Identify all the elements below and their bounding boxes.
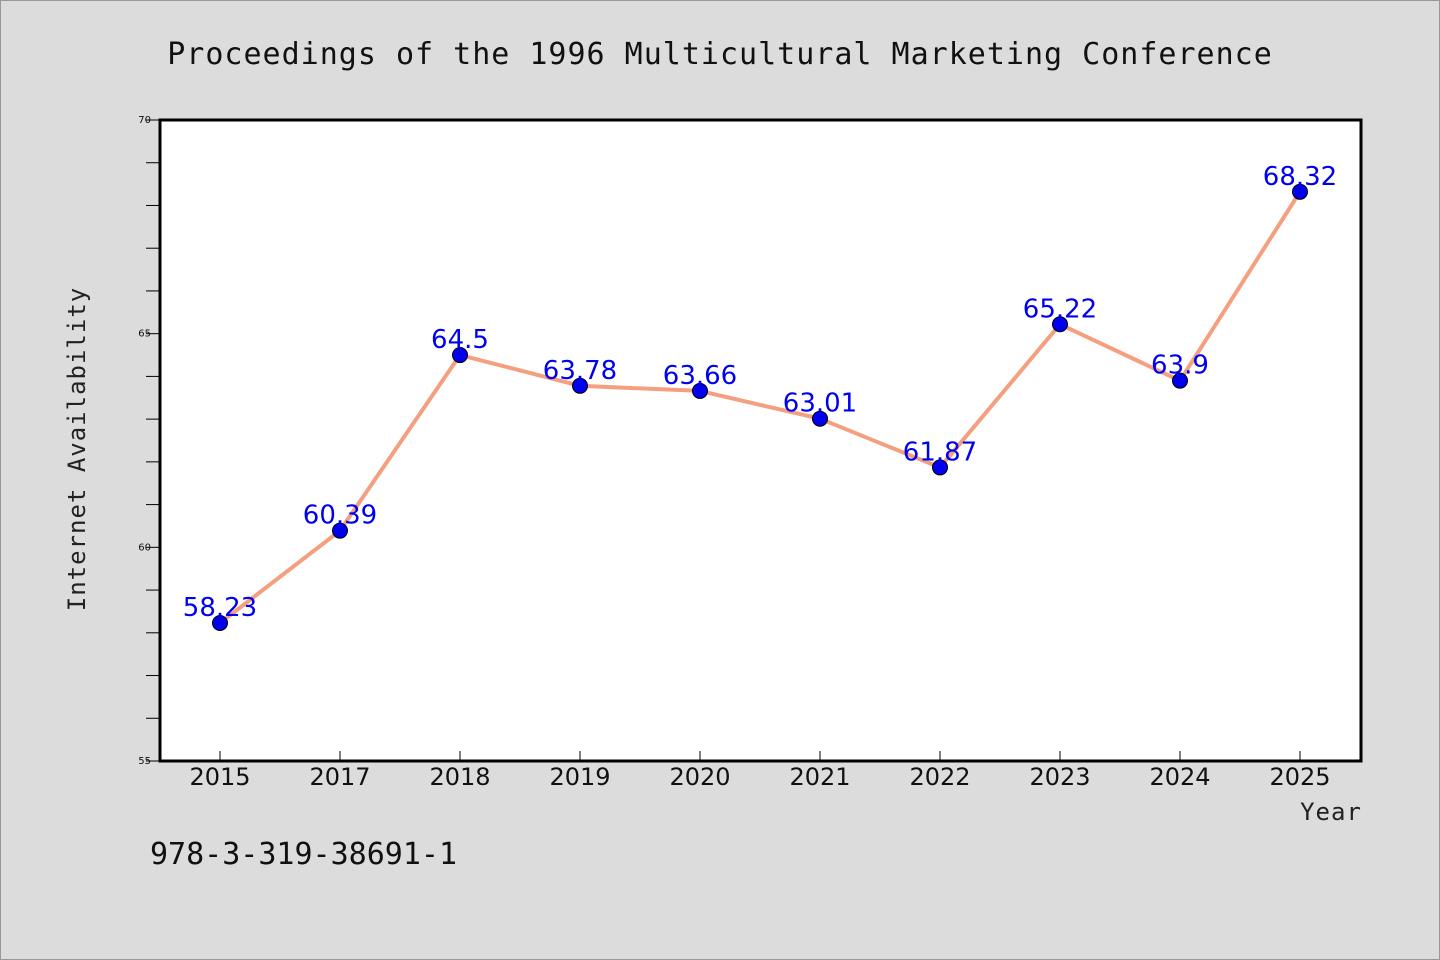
- data-label: 63.66: [663, 361, 737, 391]
- y-axis-label: Internet Availability: [63, 287, 91, 611]
- x-axis-ticks: 2015 2017 2018 2019 2020 2021 2022 2023 2024 2025: [189, 751, 1331, 791]
- series-line: [218, 189, 1302, 625]
- x-tick-label: 2018: [429, 763, 490, 791]
- data-point: [212, 614, 228, 631]
- y-tick-label: 55: [138, 756, 151, 767]
- x-tick-label: 2020: [669, 763, 730, 791]
- data-label: 65.22: [1023, 294, 1097, 324]
- data-label: 64.5: [431, 325, 489, 355]
- data-labels: 58.23 60.39 64.5 63.78 63.66 63.01 61.87 65.22 6…: [183, 162, 1337, 623]
- x-tick-label: 2021: [789, 763, 850, 791]
- data-label: 58.23: [183, 593, 257, 623]
- y-tick-label: 70: [138, 115, 151, 126]
- data-label: 63.9: [1151, 351, 1209, 381]
- y-axis-ticks: 55 60 65 70: [138, 115, 160, 767]
- data-point: [1292, 183, 1308, 200]
- x-tick-label: 2017: [309, 763, 370, 791]
- data-point: [572, 377, 588, 394]
- x-tick-label: 2025: [1269, 763, 1330, 791]
- chart-title: Proceedings of the 1996 Multicultural Ma…: [167, 37, 1273, 72]
- series-markers: [212, 183, 1308, 631]
- y-tick-label: 60: [138, 542, 151, 553]
- data-point: [692, 382, 708, 399]
- y-tick-label: 65: [138, 329, 151, 340]
- x-axis-label: Year: [1300, 798, 1362, 826]
- data-label: 63.01: [783, 389, 857, 419]
- plot-area: [158, 118, 1363, 763]
- data-label: 63.78: [543, 356, 617, 386]
- data-point: [452, 347, 468, 364]
- x-tick-label: 2022: [909, 763, 970, 791]
- data-point: [332, 522, 348, 539]
- x-tick-label: 2023: [1029, 763, 1090, 791]
- data-label: 60.39: [303, 501, 377, 531]
- data-point: [812, 410, 828, 427]
- series-line-group: [218, 189, 1302, 625]
- isbn-text: 978-3-319-38691-1: [150, 837, 457, 872]
- x-tick-label: 2019: [549, 763, 610, 791]
- data-point: [1052, 316, 1068, 333]
- data-point: [932, 459, 948, 476]
- x-tick-label: 2015: [189, 763, 250, 791]
- data-label: 68.32: [1263, 162, 1337, 192]
- x-tick-label: 2024: [1149, 763, 1210, 791]
- data-label: 61.87: [903, 437, 977, 467]
- data-point: [1172, 372, 1188, 389]
